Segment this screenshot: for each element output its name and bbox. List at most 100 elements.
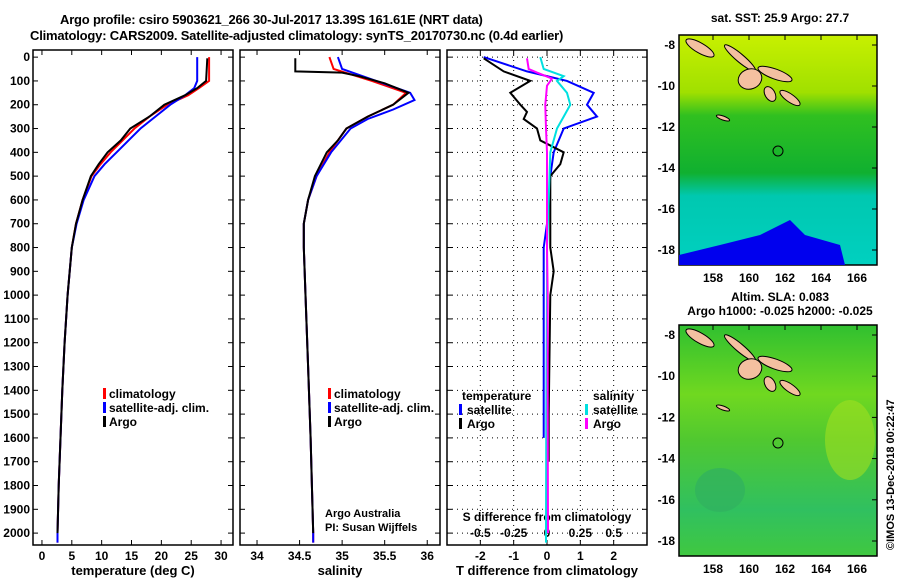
legend-label: satellite bbox=[593, 403, 638, 417]
y-tick-label: 1800 bbox=[3, 479, 30, 493]
y-tick-label: 1900 bbox=[3, 502, 30, 516]
lat-tick-label: -16 bbox=[658, 493, 676, 507]
lat-tick-label: -12 bbox=[658, 410, 676, 424]
y-tick-label: 500 bbox=[10, 169, 30, 183]
x-tick-label: 35 bbox=[335, 549, 349, 563]
x-tick-label: -2 bbox=[475, 549, 486, 563]
legend-title: salinity bbox=[593, 389, 635, 403]
series-t-satellite bbox=[483, 56, 599, 438]
island bbox=[685, 38, 715, 58]
lon-tick-label: 166 bbox=[847, 271, 867, 285]
x-tick-label: 0 bbox=[39, 549, 46, 563]
y-tick-label: 900 bbox=[10, 264, 30, 278]
island bbox=[737, 358, 763, 380]
lat-tick-label: -12 bbox=[658, 120, 676, 134]
legend-title: temperature bbox=[462, 389, 532, 403]
x-tick-label: 0 bbox=[544, 549, 551, 563]
series-s-satellite bbox=[539, 56, 572, 543]
plot-frame-temperature bbox=[32, 49, 234, 546]
lat-tick-label: -14 bbox=[658, 161, 676, 175]
plot-frame-salinity bbox=[239, 49, 441, 546]
legend-label: Argo bbox=[334, 415, 362, 429]
y-tick-label: 1300 bbox=[3, 360, 30, 374]
y-tick-label: 700 bbox=[10, 217, 30, 231]
legend-swatch bbox=[328, 388, 331, 399]
y-tick-label: 300 bbox=[10, 122, 30, 136]
legend-swatch bbox=[103, 388, 106, 399]
x-tick-label: 25 bbox=[185, 549, 199, 563]
x-tick-label: 34 bbox=[250, 549, 264, 563]
legend-swatch bbox=[328, 416, 331, 427]
legend-label: satellite-adj. clim. bbox=[109, 401, 209, 415]
y-tick-label: 100 bbox=[10, 74, 30, 88]
x-tick-label: 10 bbox=[95, 549, 109, 563]
series-argo bbox=[294, 58, 411, 534]
island bbox=[757, 355, 793, 373]
legend-label: Argo bbox=[593, 417, 621, 431]
argo-location-marker bbox=[772, 437, 784, 449]
x-tick-label: 15 bbox=[125, 549, 139, 563]
x-tick-label: 5 bbox=[68, 549, 75, 563]
sla-patch bbox=[695, 468, 745, 512]
x-tick-label: 36 bbox=[421, 549, 435, 563]
legend-label: Argo bbox=[467, 417, 495, 431]
lat-tick-label: -8 bbox=[664, 38, 675, 52]
argo-location-marker bbox=[772, 145, 784, 157]
cold-patch bbox=[679, 220, 845, 265]
island bbox=[763, 376, 777, 392]
lat-tick-label: -14 bbox=[658, 452, 676, 466]
island bbox=[715, 404, 731, 412]
x-axis-label: salinity bbox=[318, 563, 364, 578]
series-argo bbox=[56, 58, 209, 534]
x-tick-label: 34.5 bbox=[288, 549, 312, 563]
y-tick-label: 800 bbox=[10, 241, 30, 255]
sla-patch bbox=[825, 400, 875, 480]
map-title: Altim. SLA: 0.083 bbox=[731, 290, 829, 304]
annotation-text: PI: Susan Wijffels bbox=[325, 522, 417, 534]
legend-swatch bbox=[459, 404, 462, 415]
island bbox=[737, 68, 763, 90]
y-tick-label: 1100 bbox=[4, 312, 30, 326]
island bbox=[685, 328, 715, 348]
y-tick-label: 1700 bbox=[3, 455, 30, 469]
lon-tick-label: 162 bbox=[775, 562, 795, 576]
lon-tick-label: 158 bbox=[703, 271, 723, 285]
annotation-text: Argo Australia bbox=[325, 508, 401, 520]
x-axis-label: T difference from climatology bbox=[456, 563, 639, 578]
legend-swatch bbox=[585, 418, 588, 429]
x-tick-label: 35.5 bbox=[373, 549, 397, 563]
island bbox=[779, 379, 801, 397]
island bbox=[757, 65, 793, 83]
lat-tick-label: -18 bbox=[658, 243, 676, 257]
lon-tick-label: 164 bbox=[811, 271, 831, 285]
lon-tick-label: 166 bbox=[847, 562, 867, 576]
legend-label: climatology bbox=[109, 387, 176, 401]
legend-label: Argo bbox=[109, 415, 137, 429]
lon-tick-label: 160 bbox=[739, 271, 759, 285]
lon-tick-label: 160 bbox=[739, 562, 759, 576]
lat-tick-label: -10 bbox=[658, 369, 676, 383]
x-tick-label: -1 bbox=[508, 549, 519, 563]
x-tick-label: 1 bbox=[577, 549, 584, 563]
title-line2: Climatology: CARS2009. Satellite-adjuste… bbox=[30, 28, 564, 43]
sla-map bbox=[678, 324, 878, 557]
y-tick-label: 1000 bbox=[3, 288, 30, 302]
series-s-argo bbox=[526, 58, 554, 534]
s-diff-tick-label: -0.5 bbox=[470, 526, 491, 540]
y-tick-label: 1600 bbox=[3, 431, 30, 445]
legend-swatch bbox=[459, 418, 462, 429]
s-diff-tick-label: 0.5 bbox=[605, 526, 622, 540]
legend-label: climatology bbox=[334, 387, 401, 401]
title-line1: Argo profile: csiro 5903621_266 30-Jul-2… bbox=[60, 12, 483, 27]
y-tick-label: 200 bbox=[10, 98, 30, 112]
lon-tick-label: 162 bbox=[775, 271, 795, 285]
lat-tick-label: -10 bbox=[658, 79, 676, 93]
island bbox=[763, 86, 777, 102]
legend-swatch bbox=[328, 402, 331, 413]
sst-map bbox=[678, 34, 878, 266]
map-title: sat. SST: 25.9 Argo: 27.7 bbox=[711, 11, 850, 25]
y-tick-label: 600 bbox=[10, 193, 30, 207]
legend-label: satellite-adj. clim. bbox=[334, 401, 434, 415]
y-tick-label: 1200 bbox=[3, 336, 30, 350]
